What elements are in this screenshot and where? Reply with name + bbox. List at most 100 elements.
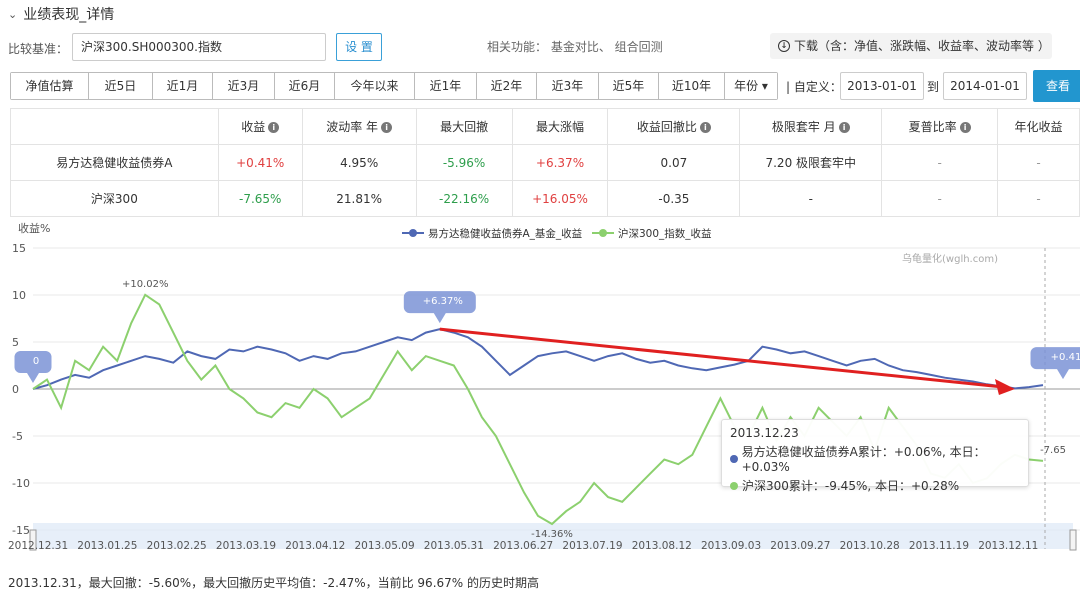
query-button[interactable]: 查看 (1033, 70, 1080, 102)
tab-1y[interactable]: 近1年 (415, 73, 477, 99)
table-row: 易方达稳健收益债券A +0.41% 4.95% -5.96% +6.37% 0.… (10, 144, 1080, 181)
download-button[interactable]: ↓ 下载（含：净值、涨跌幅、收益率、波动率等 ） (770, 33, 1052, 59)
table-cell: - (997, 180, 1080, 217)
tab-5y[interactable]: 近5年 (599, 73, 659, 99)
table-cell: 0.07 (607, 144, 741, 181)
annotation-label: 0 (33, 356, 39, 367)
x-tick-label: 2013.01.25 (77, 540, 137, 552)
table-header-blank (10, 108, 219, 145)
section-title[interactable]: ⌄ 业绩表现_详情 (8, 4, 114, 24)
annotation-bubble (14, 351, 52, 383)
date-from-input[interactable]: 2013-01-01 (840, 72, 924, 100)
tab-3y[interactable]: 近3年 (537, 73, 599, 99)
info-icon[interactable]: i (959, 122, 971, 133)
y-tick-label: -5 (12, 430, 23, 443)
y-tick-label: -10 (12, 477, 30, 490)
tab-year-dropdown[interactable]: 年份 ▾ (725, 73, 777, 99)
download-icon: ↓ (778, 40, 790, 52)
period-tabs: 净值估算 近5日 近1月 近3月 近6月 今年以来 近1年 近2年 近3年 近5… (10, 72, 778, 100)
benchmark-input[interactable]: 沪深300.SH000300.指数 (72, 33, 326, 61)
chart-legend[interactable]: 易方达稳健收益债券A_基金_收益 沪深300_指数_收益 (402, 227, 712, 240)
table-cell: - (881, 144, 999, 181)
tab-3m[interactable]: 近3月 (213, 73, 275, 99)
tab-6m[interactable]: 近6月 (275, 73, 335, 99)
y-tick-label: 10 (12, 289, 26, 302)
tab-1m[interactable]: 近1月 (153, 73, 213, 99)
table-cell: +0.41% (217, 144, 303, 181)
x-tick-label: 2013.06.27 (493, 540, 553, 552)
x-tick-label: 2013.11.19 (909, 540, 969, 552)
y-tick-label: -15 (12, 524, 30, 537)
info-icon[interactable]: i (381, 122, 393, 133)
fund-series-line (32, 328, 1044, 390)
info-icon[interactable]: i (699, 122, 711, 133)
trend-arrow (439, 327, 1015, 395)
x-tick-label: 2013.08.12 (632, 540, 692, 552)
drawdown-summary: 2013.12.31，最大回撤：-5.60%，最大回撤历史平均值：-2.47%，… (8, 576, 539, 590)
table-cell: +6.37% (511, 144, 609, 181)
table-header: 最大回撤 (415, 108, 513, 145)
table-header: 收益 i (217, 108, 303, 145)
y-tick-label: 5 (12, 336, 19, 349)
navigator-handle (1069, 529, 1077, 551)
fund-dot-icon (730, 454, 738, 463)
tab-estimate[interactable]: 净值估算 (11, 73, 89, 99)
table-cell: -5.96% (415, 144, 513, 181)
info-icon[interactable]: i (838, 122, 850, 133)
section-title-text: 业绩表现_详情 (23, 7, 115, 23)
x-tick-label: 2013.10.28 (840, 540, 900, 552)
info-icon[interactable]: i (268, 122, 280, 133)
table-cell: - (739, 180, 883, 217)
annotation-label: +0.41 (1051, 352, 1080, 363)
table-cell: -0.35 (607, 180, 741, 217)
annotation-label: +6.37% (423, 296, 463, 307)
x-tick-label: 2013.02.25 (147, 540, 207, 552)
index-dot-icon (730, 481, 738, 490)
benchmark-label: 比较基准： (8, 42, 69, 56)
range-navigator[interactable] (29, 248, 1077, 551)
x-tick-label: 2013.12.11 (978, 540, 1038, 552)
table-header: 收益回撤比 i (607, 108, 741, 145)
table-cell: 21.81% (301, 180, 417, 217)
x-tick-label: 2013.07.19 (562, 540, 622, 552)
set-button[interactable]: 设 置 (336, 33, 382, 61)
tab-2y[interactable]: 近2年 (477, 73, 537, 99)
table-row: 沪深300 -7.65% 21.81% -22.16% +16.05% -0.3… (10, 180, 1080, 217)
legend-marker (599, 229, 607, 237)
download-label: 下载（含：净值、涨跌幅、收益率、波动率等 ） (794, 39, 1050, 53)
x-tick-label: 2013.04.12 (285, 540, 345, 552)
x-tick-label: 2012.12.31 (8, 540, 68, 552)
y-axis-label: 收益% (18, 221, 50, 235)
returns-chart[interactable]: 收益% 易方达稳健收益债券A_基金_收益 沪深300_指数_收益 乌龟量化(wgl… (0, 218, 1080, 558)
tab-10y[interactable]: 近10年 (659, 73, 725, 99)
tooltip-line-fund: 易方达稳健收益债券A累计：+0.06%, 本日：+0.03% (741, 445, 986, 474)
tab-ytd[interactable]: 今年以来 (335, 73, 415, 99)
y-tick-label: 0 (12, 383, 19, 396)
annotation-label: +10.02% (122, 279, 169, 290)
row-name: 沪深300 (10, 180, 219, 217)
navigator-band (33, 523, 1073, 549)
tab-5d[interactable]: 近5日 (89, 73, 153, 99)
x-tick-label: 2013.09.03 (701, 540, 761, 552)
chart-annotations: +10.02% +6.37% -14.36% 0 +0.41 -7.65 (14, 279, 1080, 540)
table-cell: 4.95% (301, 144, 417, 181)
date-to-input[interactable]: 2014-01-01 (943, 72, 1027, 100)
legend-fund: 易方达稳健收益债券A_基金_收益 (428, 227, 583, 240)
date-to-label: 到 (927, 80, 940, 94)
annotation-label: -14.36% (531, 529, 573, 540)
x-tick-label: 2013.05.31 (424, 540, 484, 552)
x-tick-label: 2013.03.19 (216, 540, 276, 552)
related-functions[interactable]: 相关功能： 基金对比、 组合回测 (487, 40, 663, 54)
tooltip-date: 2013.12.23 (730, 426, 799, 440)
y-axis-ticks: 15 10 5 0 -5 -10 -15 (12, 242, 30, 537)
table-cell: - (997, 144, 1080, 181)
table-cell: 7.20 极限套牢中 (739, 144, 883, 181)
arrow-shaft (439, 327, 1004, 389)
table-header: 最大涨幅 (511, 108, 609, 145)
annotation-bubble (1030, 347, 1080, 380)
table-cell: -7.65% (217, 180, 303, 217)
table-cell: -22.16% (415, 180, 513, 217)
